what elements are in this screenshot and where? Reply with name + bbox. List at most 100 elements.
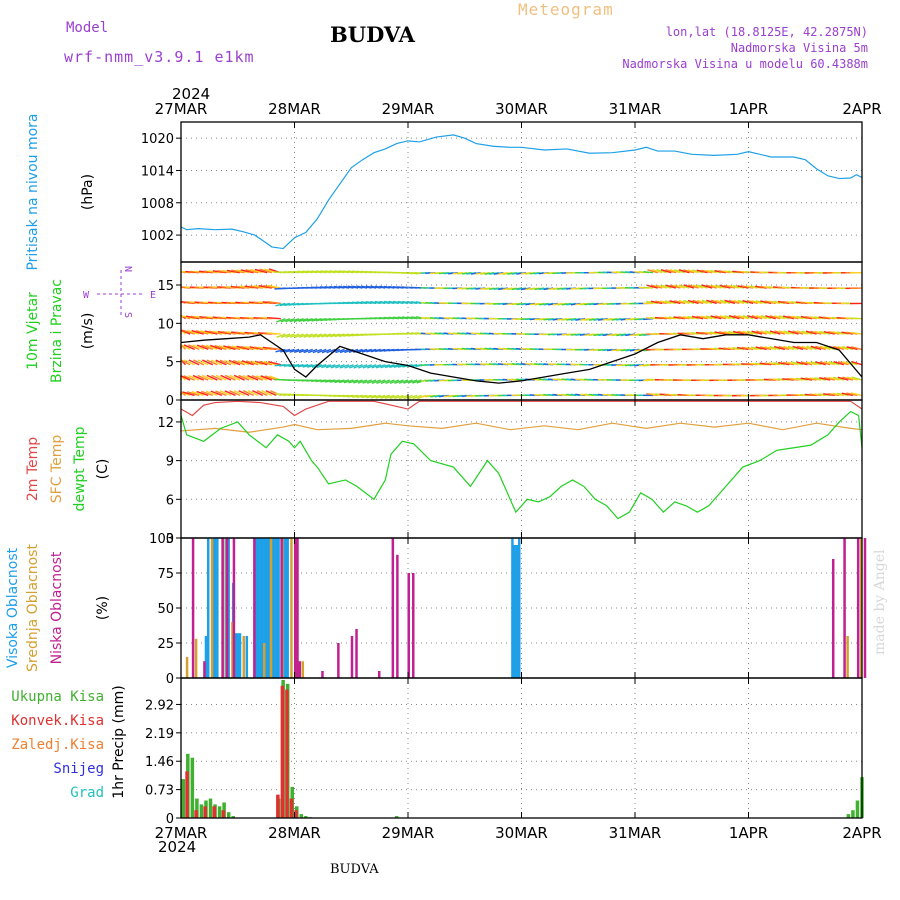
wind-vector [182, 391, 195, 397]
wind-vector [832, 392, 844, 397]
wind-vector [315, 270, 327, 274]
wind-vector [202, 359, 214, 366]
wind-vector [188, 344, 200, 351]
y-tick-label: 5 [166, 356, 174, 371]
wind-vector [250, 360, 263, 366]
bar-precip-1 [276, 794, 280, 818]
altitude-label: Nadmorska Visina 5m [730, 41, 868, 55]
x-tick-label-top: 1APR [729, 100, 768, 118]
wind-vector [258, 285, 272, 289]
year-label-bottom: 2024 [158, 838, 197, 856]
wind-vector [787, 345, 799, 351]
wind-vector [389, 379, 400, 385]
wind-vector [747, 314, 758, 320]
wind-vector [769, 315, 781, 320]
wind-vector [231, 345, 245, 351]
wind-vector [719, 284, 731, 289]
wind-vector [334, 379, 345, 384]
wind-vector [660, 268, 672, 274]
wind-vector [773, 300, 785, 305]
wind-vector [251, 374, 263, 381]
wind-vector [218, 345, 232, 351]
wind-vector [815, 345, 826, 351]
wind-vector [832, 331, 844, 335]
wind-vector [229, 390, 241, 397]
wind-vector [801, 330, 813, 335]
y-tick-label: 1008 [141, 197, 174, 212]
wind-vector [259, 268, 272, 274]
wind-vector [760, 330, 772, 335]
footer-station: BUDVA [330, 862, 379, 877]
bar-clouds-2 [355, 629, 358, 678]
y-axis-label: 2m Temp [25, 437, 41, 501]
bar-clouds-0 [234, 633, 237, 678]
wind-vector [229, 374, 241, 381]
wind-vector [374, 300, 386, 305]
wind-vector [263, 360, 277, 366]
wind-vector [188, 359, 200, 366]
wind-vector [705, 331, 717, 335]
wind-vector [650, 300, 663, 305]
wind-vector [782, 315, 795, 320]
x-tick-label-bottom: 27MAR [155, 824, 208, 842]
wind-vector [646, 300, 658, 305]
wind-vector [193, 359, 204, 366]
wind-vector [343, 379, 354, 384]
wind-vector [214, 344, 227, 351]
bar-clouds-0 [256, 538, 260, 678]
wind-vector [647, 268, 658, 274]
bar-precip-0 [181, 779, 186, 818]
wind-vector [180, 344, 191, 351]
wind-vector [383, 300, 395, 305]
wind-vector [201, 374, 214, 381]
wind-vector [768, 362, 781, 366]
y-axis-label: Brzina i Pravac [49, 279, 65, 383]
wind-vector [809, 377, 822, 381]
wind-vector [660, 300, 672, 305]
wind-vector [728, 315, 740, 320]
wind-vector [361, 394, 372, 399]
wind-vector [402, 300, 413, 305]
wind-vector [394, 394, 404, 400]
bar-clouds-2 [221, 538, 224, 678]
y-axis-label: SFC Temp [49, 435, 65, 504]
wind-vector [769, 300, 781, 305]
wind-vector [806, 345, 817, 351]
x-tick-label-top: 30MAR [495, 100, 548, 118]
year-label-top: 2024 [172, 85, 211, 103]
wind-vector [760, 315, 772, 320]
wind-vector [687, 299, 699, 305]
bar-precip-0 [195, 798, 199, 818]
bar-clouds-0 [261, 538, 264, 678]
wind-vector [321, 333, 332, 338]
wind-vector [701, 315, 713, 320]
bar-clouds-2 [225, 538, 229, 678]
wind-vector [267, 301, 281, 305]
wind-vector [756, 315, 767, 320]
wind-vector [264, 375, 277, 381]
wind-vector [397, 316, 409, 320]
wind-vector [407, 379, 418, 384]
wind-vector [751, 330, 763, 335]
wind-vector [370, 300, 381, 305]
wind-vector [224, 390, 236, 397]
wind-vector [215, 390, 227, 397]
bar-precip-1 [280, 685, 285, 818]
wind-vector [824, 361, 835, 366]
wind-vector [267, 346, 281, 351]
series-line-pressure-0 [180, 134, 863, 250]
bar-clouds-0 [213, 538, 217, 678]
wind-vector [755, 300, 767, 305]
wind-vector [714, 331, 726, 335]
y-axis-label: Visoka Oblacnost [5, 547, 21, 668]
y-tick-label: 9 [166, 455, 174, 470]
y-tick-label: 1014 [141, 164, 174, 179]
wind-vector [398, 394, 409, 400]
wind-vector [260, 375, 273, 381]
wind-vector [815, 361, 826, 366]
wind-vector [338, 379, 350, 384]
wind-vector [389, 394, 400, 400]
wind-vector [180, 329, 191, 335]
y-tick-label: 0 [166, 394, 174, 409]
